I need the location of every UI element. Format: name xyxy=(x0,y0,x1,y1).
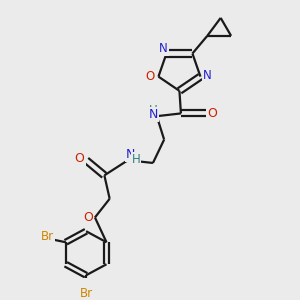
Text: N: N xyxy=(159,42,168,55)
Text: O: O xyxy=(75,152,85,165)
Text: N: N xyxy=(202,69,211,82)
Text: O: O xyxy=(146,70,155,83)
Text: H: H xyxy=(149,103,158,117)
Text: Br: Br xyxy=(80,287,93,300)
Text: N: N xyxy=(126,148,136,161)
Text: O: O xyxy=(83,211,93,224)
Text: N: N xyxy=(148,108,158,121)
Text: H: H xyxy=(132,153,140,166)
Text: Br: Br xyxy=(40,230,54,243)
Text: O: O xyxy=(208,107,218,120)
